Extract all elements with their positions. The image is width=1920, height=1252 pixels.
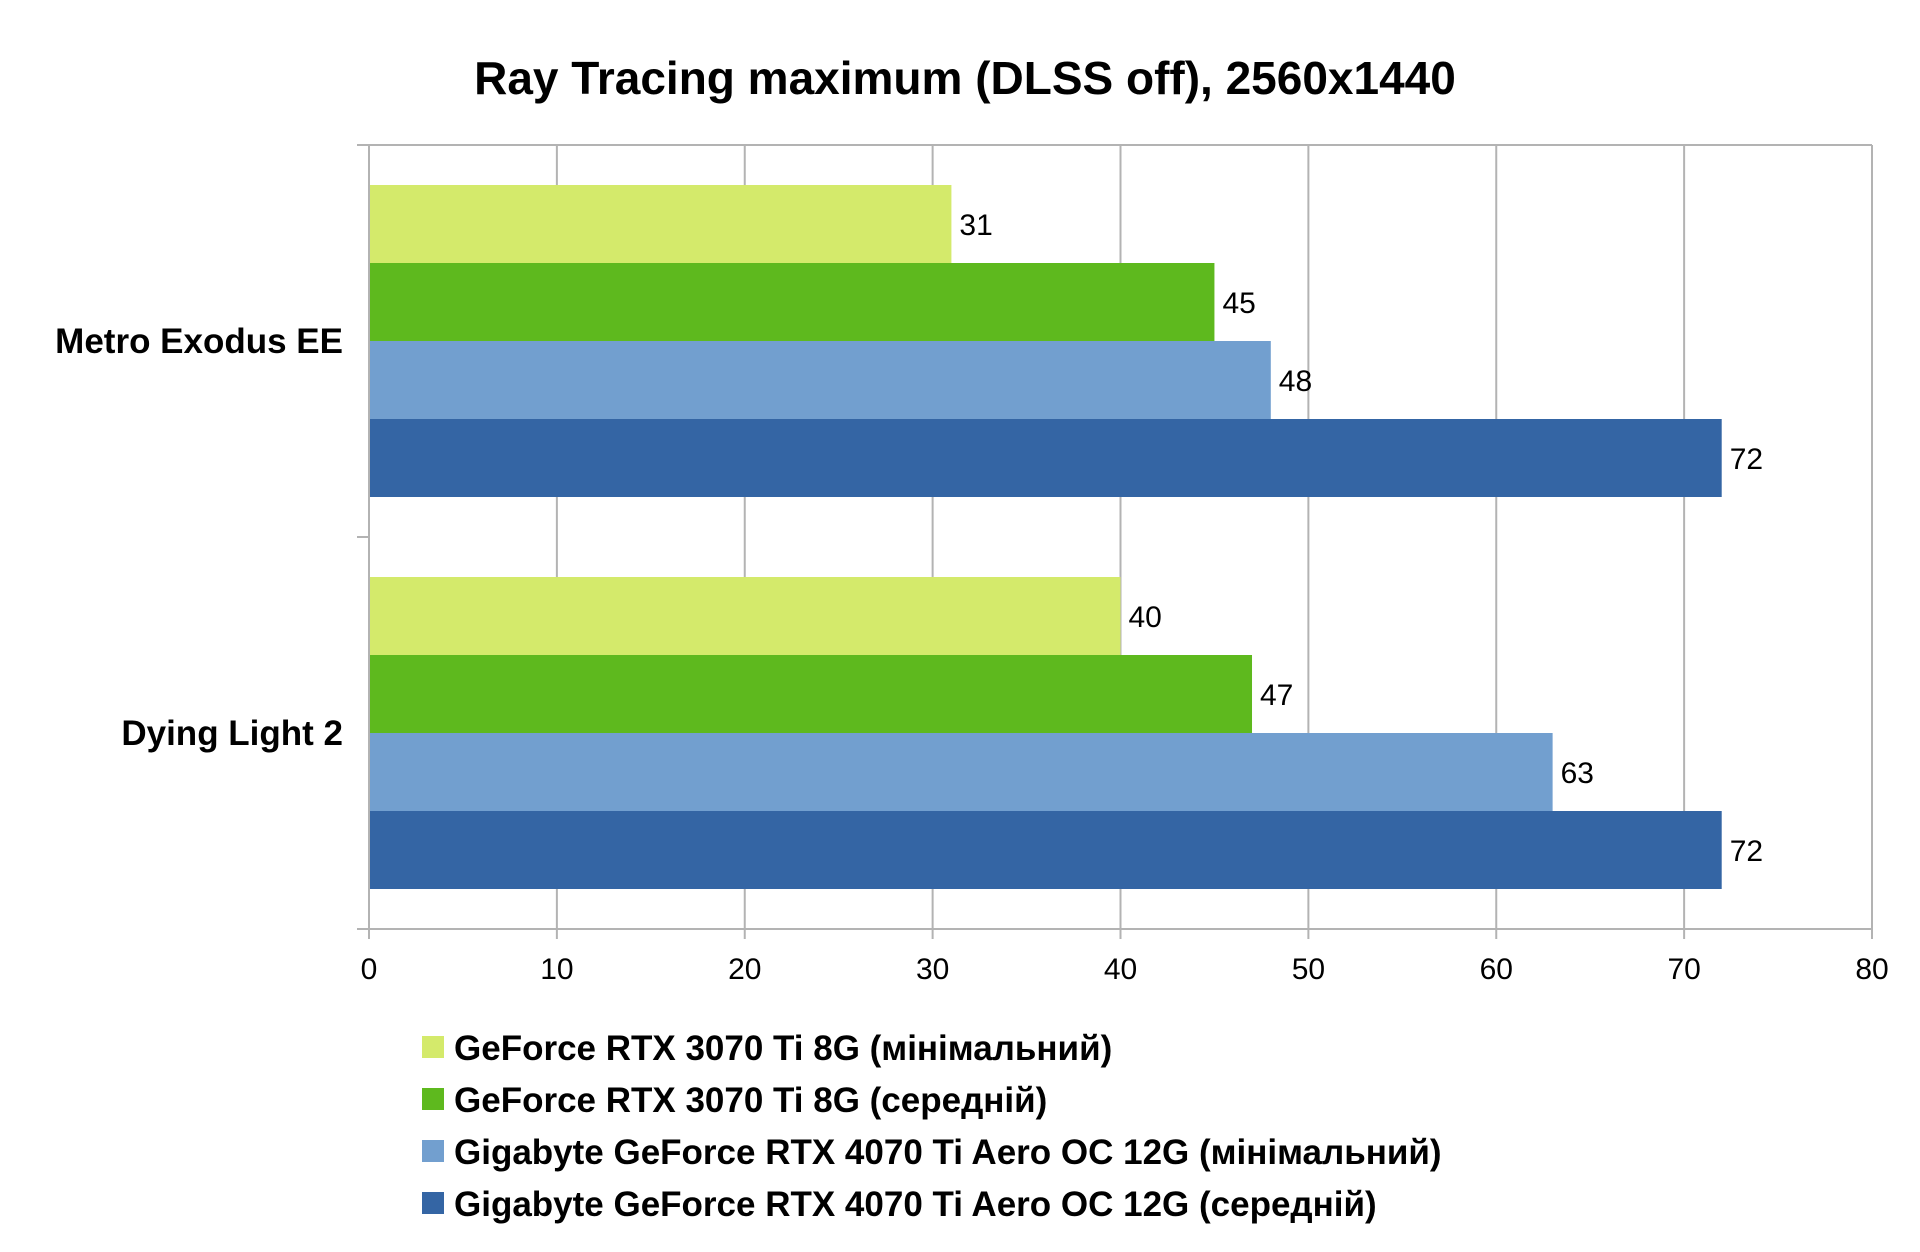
- legend-swatch: [422, 1140, 444, 1162]
- category-label: Metro Exodus EE: [55, 322, 343, 361]
- legend-label: GeForce RTX 3070 Ti 8G (середній): [454, 1081, 1047, 1120]
- x-tick-label: 80: [1855, 953, 1888, 986]
- legend-swatch: [422, 1088, 444, 1110]
- data-label: 47: [1260, 679, 1293, 712]
- legend-swatch: [422, 1036, 444, 1058]
- x-tick-label: 10: [540, 953, 573, 986]
- x-tick-label: 20: [728, 953, 761, 986]
- legend: GeForce RTX 3070 Ti 8G (мінімальний) GeFo…: [422, 1029, 1442, 1224]
- bar: [369, 263, 1215, 341]
- data-label: 40: [1129, 601, 1162, 634]
- data-label: 45: [1222, 287, 1255, 320]
- category-label: Dying Light 2: [121, 714, 343, 753]
- chart-title: Ray Tracing maximum (DLSS off), 2560x144…: [474, 52, 1456, 104]
- bar: [369, 419, 1722, 497]
- x-tick-label: 50: [1292, 953, 1325, 986]
- legend-label: Gigabyte GeForce RTX 4070 Ti Aero OC 12G…: [454, 1185, 1377, 1224]
- data-label: 72: [1730, 835, 1763, 868]
- bar: [369, 733, 1553, 811]
- x-tick-label: 40: [1104, 953, 1137, 986]
- legend-swatch: [422, 1192, 444, 1214]
- bar: [369, 577, 1121, 655]
- x-tick-label: 70: [1667, 953, 1700, 986]
- data-label: 72: [1730, 443, 1763, 476]
- axes: Metro Exodus EE Dying Light 2 0 10 20 30 40 50 6…: [55, 144, 1889, 986]
- legend-label: Gigabyte GeForce RTX 4070 Ti Aero OC 12G…: [454, 1133, 1442, 1172]
- data-label: 31: [959, 209, 992, 242]
- x-tick-label: 60: [1480, 953, 1513, 986]
- bars: 31 45 48 72 40 47 63 72: [369, 185, 1763, 889]
- legend-label: GeForce RTX 3070 Ti 8G (мінімальний): [454, 1029, 1112, 1068]
- data-label: 63: [1561, 757, 1594, 790]
- bar: [369, 341, 1271, 419]
- bar: [369, 655, 1253, 733]
- data-label: 48: [1279, 365, 1312, 398]
- bar: [369, 811, 1722, 889]
- x-tick-label: 30: [916, 953, 949, 986]
- x-tick-label: 0: [361, 953, 378, 986]
- bar: [369, 185, 952, 263]
